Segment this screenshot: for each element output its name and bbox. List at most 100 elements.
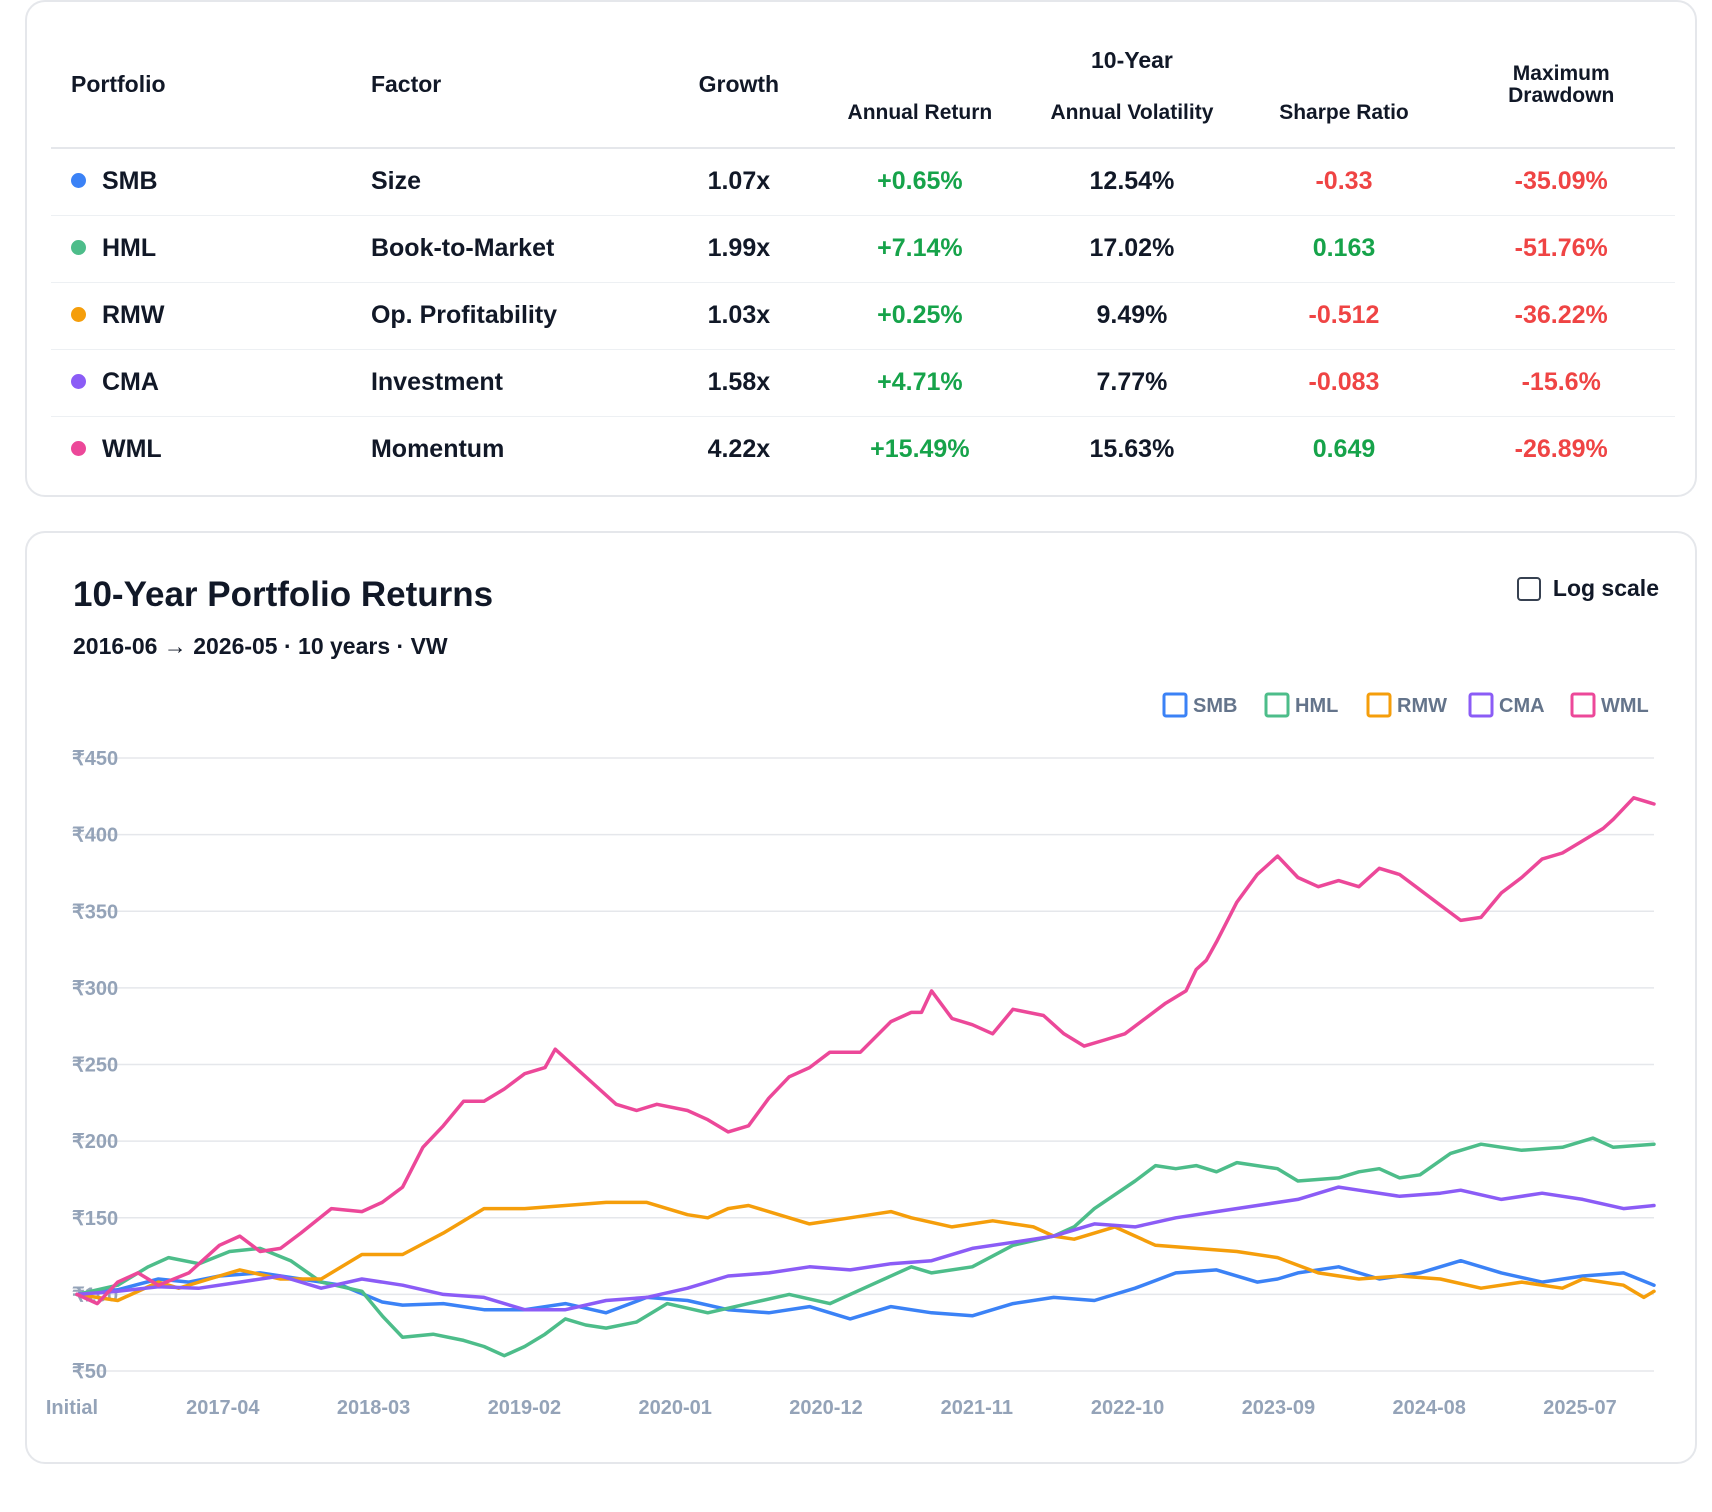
x-tick-label: 2021-11 [941,1397,1013,1419]
cell-portfolio: CMA [51,349,351,417]
portfolio-name: RMW [102,301,165,329]
cell-factor: Size [350,148,662,216]
x-tick-label: 2019-02 [488,1397,561,1419]
series-line-rmw [75,1200,1656,1303]
cell-max-drawdown: -51.76% [1447,215,1675,283]
portfolio-name: WML [102,435,162,464]
legend-label: WML [1601,695,1649,717]
header-sharpe-ratio[interactable]: Sharpe Ratio [1240,78,1448,149]
y-tick-label: ₹450 [72,748,118,770]
y-tick-label: ₹150 [72,1208,118,1230]
legend-label: SMB [1193,695,1237,717]
series-line-hml [75,1136,1656,1358]
header-portfolio[interactable]: Portfolio [51,22,351,149]
cell-sharpe-ratio: 0.649 [1312,435,1376,464]
portfolio-name: SMB [102,167,158,196]
legend-swatch [1570,692,1596,718]
series-color-dot [71,441,86,457]
cell-sharpe-ratio: -0.512 [1240,282,1448,350]
cell-annual-volatility: 9.49% [1023,282,1241,350]
y-tick-label: ₹50 [72,1361,107,1383]
x-tick-label: 2020-01 [638,1397,711,1419]
cell-growth: 1.03x [661,282,817,350]
header-max-drawdown-label: Maximum Drawdown [1508,61,1615,107]
header-annual-volatility[interactable]: Annual Volatility [1023,78,1241,149]
line-chart: ₹50₹100₹150₹200₹250₹300₹350₹400₹450Initi… [46,692,1656,1419]
cell-portfolio: WML [51,416,351,483]
cell-annual-volatility: 17.02% [1023,215,1241,283]
cell-growth: 1.07x [661,148,817,216]
series-color-dot [71,173,86,189]
header-growth[interactable]: Growth [661,22,817,149]
x-tick-label: 2024-08 [1392,1397,1465,1419]
x-tick-label: Initial [46,1397,98,1419]
x-tick-label: 2017-04 [186,1397,260,1419]
cell-max-drawdown: -36.22% [1447,282,1675,350]
legend-label: HML [1295,695,1338,717]
header-annual-return[interactable]: Annual Return [816,78,1024,149]
series-color-dot [71,373,86,389]
portfolio-name: HML [102,234,157,262]
cell-sharpe-ratio: -0.33 [1240,148,1448,216]
cell-annual-return: +0.65% [816,148,1024,216]
cell-annual-volatility: 7.77% [1023,349,1241,417]
log-scale-checkbox[interactable] [1516,576,1541,601]
metrics-table-card: Portfolio Factor Growth 10-Year Maximum … [25,0,1697,497]
log-scale-toggle[interactable]: Log scale [1516,575,1659,602]
table-row: WML Momentum 4.22x +15.49% 15.63% 0.649 -26.89… [51,416,1675,483]
series-line-smb [75,1258,1656,1321]
series-color-dot [71,239,86,255]
cell-factor: Momentum [370,435,505,464]
cell-growth: 1.99x [661,215,817,283]
header-group-10-year: 10-Year [1091,47,1173,73]
cell-sharpe-ratio: 0.163 [1240,215,1448,283]
cell-annual-volatility: 15.63% [1089,435,1175,464]
table-row: CMA Investment 1.58x +4.71% 7.77% -0.083 -15.6… [51,349,1675,417]
log-scale-label: Log scale [1552,575,1659,601]
cell-annual-return: +4.71% [816,349,1024,417]
cell-portfolio: RMW [51,282,351,350]
legend-swatch [1366,692,1392,718]
header-factor[interactable]: Factor [350,22,662,149]
series-line-cma [75,1185,1656,1312]
cell-factor: Book-to-Market [350,215,662,283]
legend-label: CMA [1499,695,1545,717]
x-tick-label: 2023-09 [1242,1397,1315,1419]
cell-annual-volatility: 12.54% [1023,148,1241,216]
portfolio-name: CMA [102,368,159,396]
cell-growth: 4.22x [707,435,771,464]
y-tick-label: ₹200 [72,1131,118,1153]
cell-max-drawdown: -35.09% [1447,148,1675,216]
legend-swatch [1264,692,1290,718]
y-tick-label: ₹300 [72,978,118,1000]
y-tick-label: ₹350 [72,901,118,923]
cell-portfolio: SMB [51,148,351,216]
y-tick-label: ₹400 [72,825,118,847]
chart-title: 10-Year Portfolio Returns [73,575,494,614]
header-max-drawdown[interactable]: Maximum Drawdown [1447,22,1675,149]
legend-label: RMW [1397,695,1447,717]
chart-card: ₹50 ₹100 ₹150 ₹200 ₹250 ₹300 ₹350 ₹400 ₹450 Initi… [25,531,1697,1464]
legend-swatch [1468,692,1494,718]
y-tick-label: ₹250 [72,1055,118,1077]
table-row: RMW Op. Profitability 1.03x +0.25% 9.49% -0.5… [51,282,1675,350]
cell-growth: 1.58x [661,349,817,417]
cell-factor: Investment [350,349,662,417]
table-row: SMB Size 1.07x +0.65% 12.54% -0.33 -35.09% [51,148,1675,216]
table-row: HML Book-to-Market 1.99x +7.14% 17.02% 0.163-… [51,215,1675,283]
chart-subtitle: 2016-06 → 2026-05 · 10 years · VW [73,633,448,659]
x-tick-label: 2020-12 [789,1397,862,1419]
cell-annual-return: +7.14% [816,215,1024,283]
cell-factor: Op. Profitability [350,282,662,350]
cell-sharpe-ratio: -0.083 [1240,349,1448,417]
cell-annual-return: +15.49% [870,435,970,464]
legend-swatch [1162,692,1188,718]
x-tick-label: 2022-10 [1091,1397,1164,1419]
cell-max-drawdown: -26.89% [1514,435,1608,464]
x-tick-label: 2018-03 [337,1397,410,1419]
cell-portfolio: HML [51,215,351,283]
series-line-wml [75,796,1656,1306]
metrics-table: Portfolio Factor Growth 10-Year Maximum … [51,22,1675,483]
series-color-dot [71,306,86,322]
cell-max-drawdown: -15.6% [1447,349,1675,417]
